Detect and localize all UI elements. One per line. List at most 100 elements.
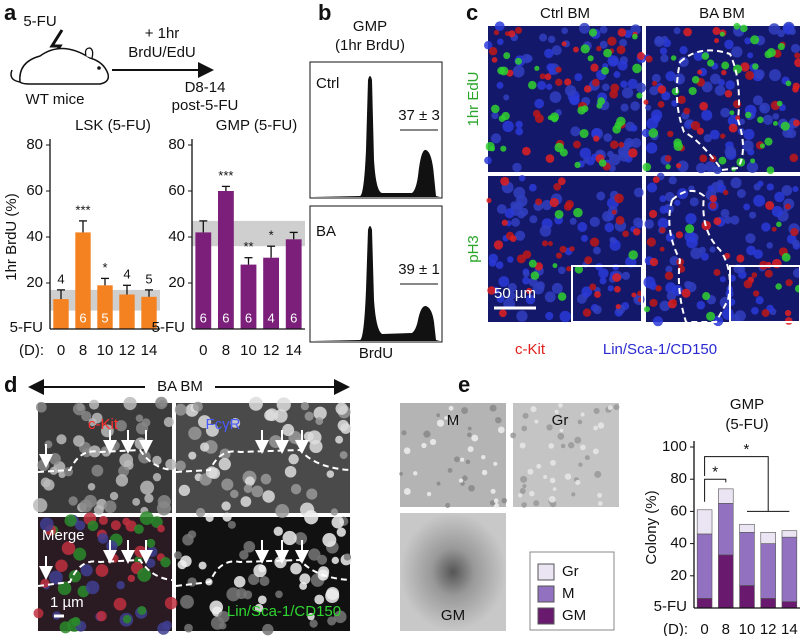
- mouse-label: WT mice: [26, 91, 85, 108]
- cell: [304, 411, 314, 421]
- cell: [146, 538, 156, 548]
- cell: [248, 396, 263, 411]
- cell: [697, 69, 703, 75]
- cell: [622, 230, 629, 238]
- cell: [618, 141, 625, 148]
- cell: [555, 66, 562, 73]
- cell: [481, 454, 486, 460]
- cell: [612, 273, 622, 282]
- cell: [709, 202, 717, 210]
- cell: [209, 600, 224, 615]
- cell: [257, 595, 267, 605]
- cell: [671, 100, 678, 107]
- cell: [591, 78, 600, 87]
- cell: [617, 60, 628, 71]
- cell: [688, 86, 697, 96]
- cell: [609, 236, 616, 243]
- cell: [444, 416, 448, 420]
- annotation: *: [269, 228, 274, 243]
- cell: [56, 434, 67, 445]
- cell: [761, 222, 771, 232]
- cell: [522, 270, 530, 278]
- cell: [264, 409, 276, 421]
- histogram-label: BA: [316, 223, 336, 240]
- cell: [507, 282, 517, 293]
- bar: [119, 294, 135, 329]
- cell: [304, 510, 319, 525]
- inset: [571, 265, 643, 323]
- cell: [514, 230, 526, 241]
- cell: [541, 199, 553, 211]
- cell: [512, 65, 525, 78]
- row-label: 5-FU: [152, 319, 185, 336]
- cell: [49, 453, 61, 465]
- cell: [750, 35, 760, 45]
- cell: [467, 426, 472, 431]
- y-tick-label: 40: [670, 535, 687, 552]
- cell: [537, 80, 547, 90]
- cell: [671, 299, 677, 305]
- cell: [75, 520, 86, 531]
- cell: [637, 52, 645, 60]
- x-tick-label: 10: [739, 621, 756, 636]
- cell: [175, 460, 186, 472]
- cell: [725, 80, 735, 90]
- cell: [593, 407, 600, 414]
- cell: [239, 550, 249, 560]
- time-label: post-5-FU: [172, 97, 239, 114]
- cell: [550, 459, 556, 466]
- histogram-frame: [309, 205, 443, 343]
- cell: [620, 103, 629, 112]
- cell: [548, 241, 553, 247]
- cell: [776, 221, 782, 228]
- cell: [109, 440, 120, 451]
- cell: [331, 516, 344, 529]
- outline: [175, 448, 351, 473]
- cell: [403, 488, 411, 495]
- cell: [707, 59, 715, 67]
- cell: [581, 105, 589, 113]
- cell: [755, 296, 764, 305]
- cell: [753, 194, 766, 207]
- micrographs: [399, 402, 620, 631]
- inset: [729, 265, 800, 323]
- cell: [609, 89, 618, 99]
- cell: [774, 191, 785, 203]
- cell: [745, 70, 755, 80]
- cell: [646, 117, 659, 130]
- cell: [192, 401, 203, 412]
- cell: [730, 177, 742, 189]
- cell: [659, 47, 668, 55]
- cell: [775, 283, 782, 290]
- cell: [519, 488, 526, 494]
- cell: [574, 73, 583, 82]
- cell: [516, 310, 528, 322]
- x-tick-label: 14: [285, 342, 302, 359]
- y-axis-label: Colony (%): [643, 490, 660, 564]
- cell: [226, 587, 241, 602]
- annotation: 4: [267, 310, 274, 325]
- cell: [599, 277, 607, 285]
- cell: [467, 446, 474, 453]
- annotation: ***: [75, 202, 90, 217]
- cell: [55, 559, 68, 572]
- legend-label: c-Kit: [515, 341, 546, 358]
- legend-label: Gr: [562, 563, 579, 580]
- chart-title: GMP: [730, 396, 764, 413]
- bar-segment: [739, 532, 755, 586]
- cell: [177, 560, 187, 570]
- cell: [636, 82, 647, 93]
- cell: [327, 616, 337, 626]
- bar-segment: [760, 598, 776, 609]
- cell: [685, 213, 697, 225]
- cell: [509, 235, 517, 243]
- cell: [465, 459, 471, 465]
- cell: [426, 491, 432, 497]
- cell: [118, 465, 130, 477]
- bar-segment: [696, 598, 713, 609]
- cell: [165, 458, 177, 470]
- cell: [500, 145, 507, 152]
- cell: [784, 309, 792, 317]
- cell: [659, 205, 668, 214]
- cell: [517, 210, 526, 219]
